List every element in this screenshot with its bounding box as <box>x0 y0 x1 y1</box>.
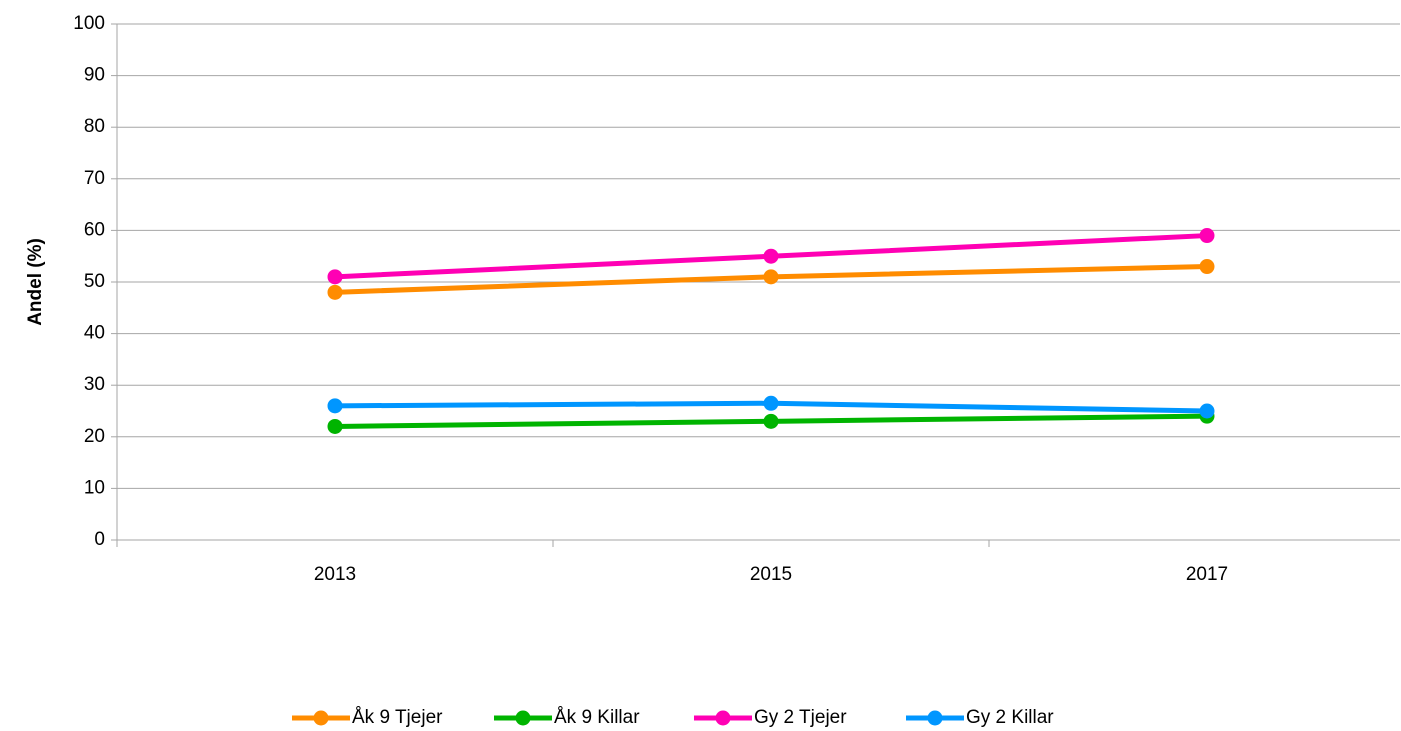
data-point <box>1199 228 1215 244</box>
legend-marker <box>715 710 731 726</box>
data-point <box>763 395 779 411</box>
legend-marker <box>313 710 329 726</box>
y-tick-label: 20 <box>84 426 105 447</box>
data-point <box>763 413 779 429</box>
data-point <box>327 398 343 414</box>
legend-label: Gy 2 Killar <box>966 707 1054 728</box>
y-tick-label: 0 <box>94 529 105 550</box>
data-point <box>327 284 343 300</box>
data-point <box>763 248 779 264</box>
y-tick-label: 90 <box>84 65 105 86</box>
x-tick-label: 2013 <box>314 564 356 585</box>
y-tick-label: 30 <box>84 374 105 395</box>
y-tick-label: 10 <box>84 477 105 498</box>
x-tick-label: 2017 <box>1186 564 1228 585</box>
legend-label: Åk 9 Tjejer <box>352 707 443 728</box>
y-tick-label: 60 <box>84 219 105 240</box>
x-tick-label: 2015 <box>750 564 792 585</box>
data-point <box>1199 403 1215 419</box>
data-point <box>327 418 343 434</box>
legend-marker <box>515 710 531 726</box>
y-axis-label: Andel (%) <box>25 238 46 326</box>
y-tick-label: 80 <box>84 116 105 137</box>
data-point <box>1199 259 1215 275</box>
data-point <box>327 269 343 285</box>
y-tick-label: 40 <box>84 323 105 344</box>
legend-label: Åk 9 Killar <box>554 707 640 728</box>
y-tick-label: 100 <box>73 13 105 34</box>
legend-label: Gy 2 Tjejer <box>754 707 847 728</box>
data-point <box>763 269 779 285</box>
legend-marker <box>927 710 943 726</box>
y-tick-label: 50 <box>84 271 105 292</box>
y-tick-label: 70 <box>84 168 105 189</box>
